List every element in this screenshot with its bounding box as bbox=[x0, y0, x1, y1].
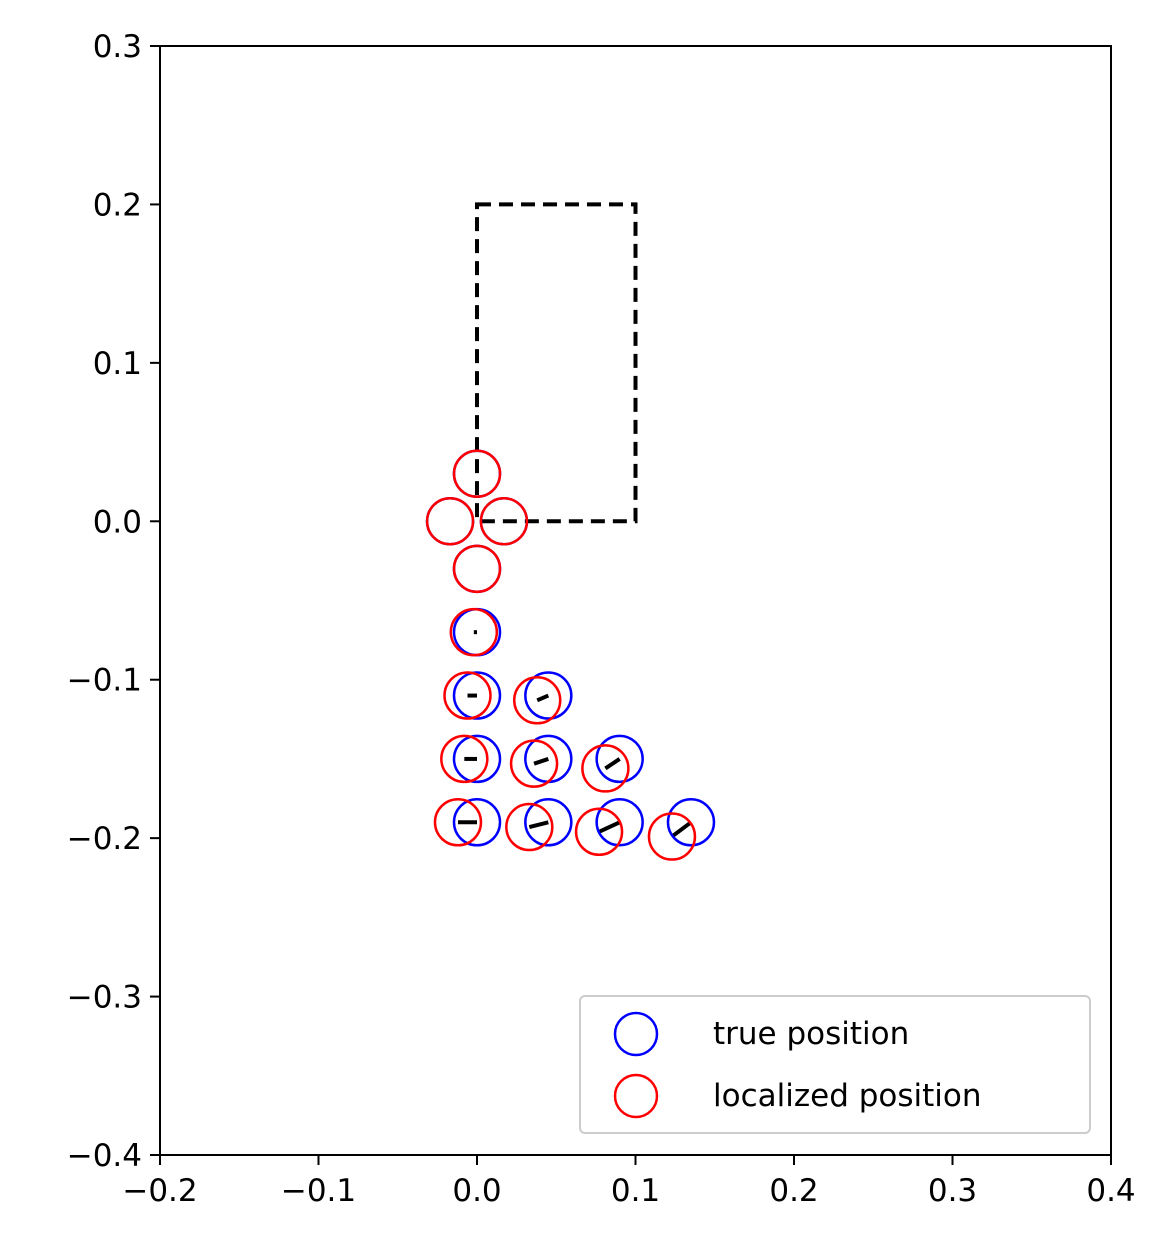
y-tick-label: 0.1 bbox=[93, 346, 142, 382]
y-tick-label: 0.0 bbox=[93, 504, 142, 540]
error-lines-layer bbox=[457, 630, 693, 839]
legend-label-localized-position: localized position bbox=[713, 1078, 982, 1114]
dashed-rectangle-layer bbox=[475, 202, 638, 524]
x-tick-label: −0.1 bbox=[281, 1173, 356, 1209]
localized-position-point bbox=[443, 671, 492, 720]
error-line bbox=[604, 757, 621, 771]
y-tick-label: 0.2 bbox=[93, 187, 142, 223]
dashed-rectangle bbox=[475, 202, 638, 524]
true-position-point bbox=[524, 798, 573, 847]
x-axis: −0.2 −0.1 0.0 0.1 0.2 0.3 0.4 bbox=[122, 1155, 1136, 1209]
true-position-point bbox=[595, 734, 644, 784]
localized-position-point bbox=[512, 676, 562, 725]
localized-position-point bbox=[647, 812, 697, 861]
y-axis: −0.4 −0.3 −0.2 −0.1 0.0 0.1 0.2 0.3 bbox=[67, 29, 160, 1174]
localized-position-point bbox=[449, 607, 499, 657]
localized-position-point bbox=[425, 497, 475, 546]
error-line bbox=[670, 820, 693, 839]
y-tick-label: −0.3 bbox=[67, 980, 142, 1016]
true-position-point bbox=[524, 671, 573, 720]
y-tick-label: −0.1 bbox=[67, 663, 142, 699]
error-line bbox=[528, 820, 549, 829]
error-line bbox=[536, 693, 550, 703]
legend-box bbox=[579, 995, 1091, 1134]
series-layer bbox=[425, 449, 716, 861]
legend-label-true-position: true position bbox=[713, 1016, 909, 1052]
localized-position-point bbox=[440, 734, 489, 784]
localized-position-point bbox=[574, 807, 624, 857]
error-line bbox=[533, 757, 549, 766]
true-position-point bbox=[452, 798, 502, 847]
x-tick-label: 0.4 bbox=[1086, 1173, 1135, 1209]
legend: true position localized position bbox=[579, 995, 1091, 1134]
legend-marker-localized-position bbox=[613, 1073, 659, 1119]
localized-position-point bbox=[581, 744, 630, 793]
x-tick-label: 0.1 bbox=[611, 1173, 660, 1209]
localized-position-point bbox=[452, 544, 502, 594]
localized-position-point bbox=[452, 449, 502, 499]
legend-marker-true-position bbox=[613, 1011, 659, 1057]
true-position-point bbox=[666, 798, 716, 847]
y-tick-label: −0.2 bbox=[67, 821, 142, 857]
x-tick-label: 0.2 bbox=[769, 1173, 818, 1209]
localized-position-point bbox=[509, 739, 559, 788]
true-position-point bbox=[595, 798, 644, 847]
error-line bbox=[598, 820, 621, 834]
true-position-point bbox=[452, 671, 502, 720]
localized-position-point bbox=[505, 802, 554, 852]
localized-position-point bbox=[433, 798, 483, 847]
series-localized-position bbox=[425, 449, 697, 861]
y-tick-label: −0.4 bbox=[67, 1138, 142, 1174]
x-tick-label: 0.3 bbox=[928, 1173, 977, 1209]
true-position-point bbox=[452, 734, 502, 784]
localized-position-point bbox=[479, 497, 529, 546]
y-tick-label: 0.3 bbox=[93, 29, 142, 65]
x-tick-label: 0.0 bbox=[452, 1173, 501, 1209]
x-tick-label: −0.2 bbox=[122, 1173, 197, 1209]
